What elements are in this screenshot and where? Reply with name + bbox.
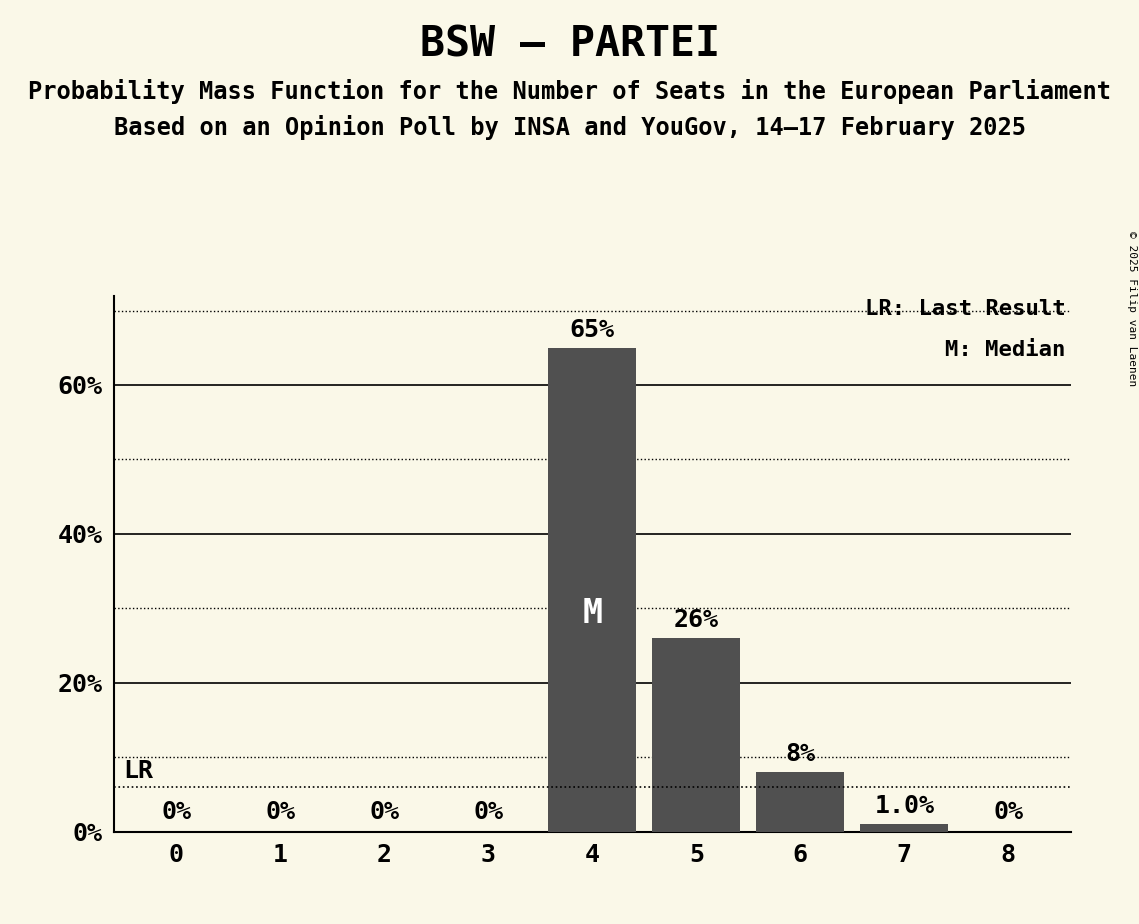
Text: 0%: 0% bbox=[162, 800, 191, 824]
Text: LR: Last Result: LR: Last Result bbox=[865, 299, 1065, 320]
Text: LR: LR bbox=[123, 760, 154, 784]
Text: Based on an Opinion Poll by INSA and YouGov, 14–17 February 2025: Based on an Opinion Poll by INSA and You… bbox=[114, 116, 1025, 140]
Bar bbox=[548, 347, 637, 832]
Text: 8%: 8% bbox=[785, 742, 816, 766]
Text: 0%: 0% bbox=[265, 800, 295, 824]
Text: Probability Mass Function for the Number of Seats in the European Parliament: Probability Mass Function for the Number… bbox=[28, 79, 1111, 103]
Text: 0%: 0% bbox=[993, 800, 1023, 824]
Text: 0%: 0% bbox=[474, 800, 503, 824]
Bar bbox=[860, 824, 949, 832]
Bar bbox=[652, 638, 740, 832]
Bar bbox=[756, 772, 844, 832]
Text: BSW – PARTEI: BSW – PARTEI bbox=[419, 23, 720, 65]
Text: 0%: 0% bbox=[369, 800, 400, 824]
Text: M: Median: M: Median bbox=[945, 340, 1065, 360]
Text: 65%: 65% bbox=[570, 318, 615, 342]
Text: 1.0%: 1.0% bbox=[875, 795, 934, 819]
Text: 26%: 26% bbox=[674, 608, 719, 632]
Text: M: M bbox=[582, 598, 603, 630]
Text: © 2025 Filip van Laenen: © 2025 Filip van Laenen bbox=[1126, 231, 1137, 386]
